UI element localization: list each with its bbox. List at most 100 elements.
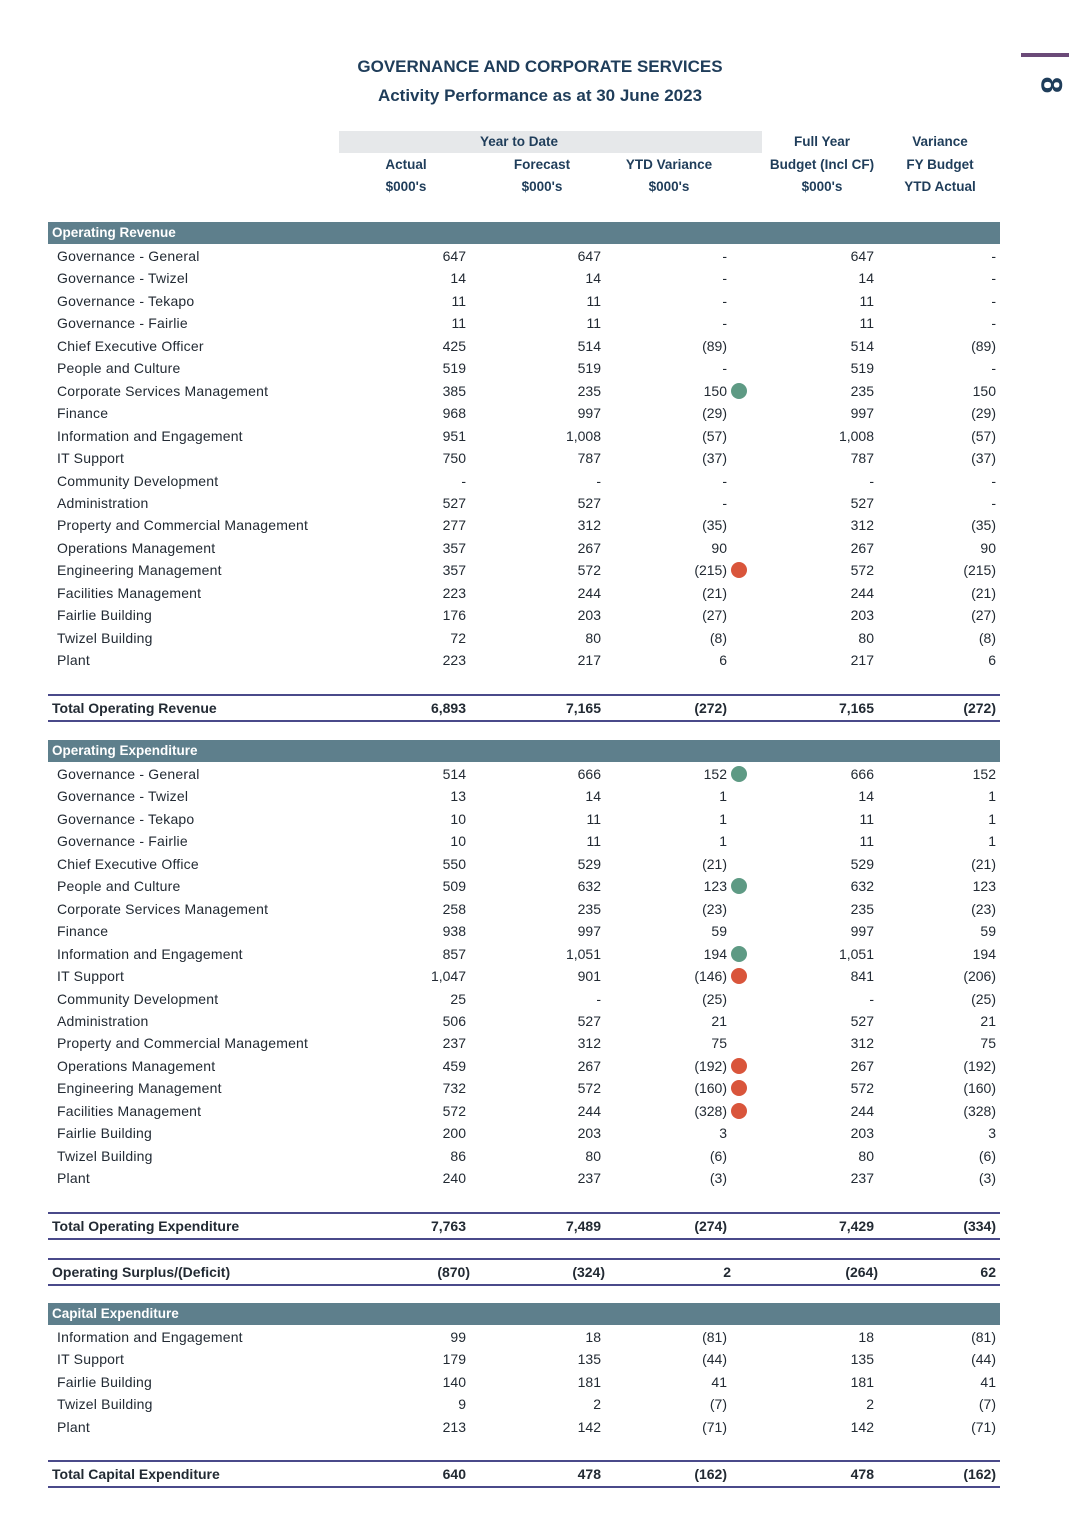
cell-budget: 519 — [850, 360, 874, 377]
cell-budget: 135 — [850, 1351, 874, 1368]
row-label: Plant — [57, 1418, 90, 1435]
row-label: Plant — [57, 1170, 90, 1187]
cell-budget: 235 — [850, 382, 874, 399]
header-forecast: Forecast — [513, 157, 571, 172]
cell-forecast: 997 — [577, 405, 601, 422]
cell-ytd-var: (29) — [702, 405, 727, 422]
table-row: Governance - Fairlie 10 11 1 11 1 — [48, 830, 1000, 852]
cell-variance: (23) — [971, 900, 996, 917]
cell-ytd-var: (3) — [709, 1170, 727, 1187]
cell-variance: 1 — [988, 833, 996, 850]
cell-actual: 968 — [442, 405, 466, 422]
header-full-year: Full Year — [793, 134, 851, 149]
cell-budget: 11 — [859, 315, 874, 332]
cell-forecast: 203 — [577, 607, 601, 624]
cell-budget: 80 — [858, 629, 874, 646]
cell-variance: (21) — [971, 584, 996, 601]
cell-actual: 750 — [442, 450, 466, 467]
total-forecast: 7,165 — [565, 700, 601, 716]
table-row: Governance - Twizel 14 14 - 14 - — [48, 267, 1000, 289]
cell-budget: 203 — [850, 607, 874, 624]
cell-forecast: 235 — [577, 900, 601, 917]
favourable-indicator-icon — [731, 766, 747, 782]
header-ytd-variance: YTD Variance — [625, 157, 713, 172]
cell-ytd-var: - — [722, 248, 727, 264]
favourable-indicator-icon — [731, 878, 747, 895]
cell-actual: 459 — [442, 1057, 466, 1074]
cell-budget: 11 — [859, 833, 874, 850]
cell-actual: 258 — [442, 900, 466, 917]
cell-actual: 11 — [451, 315, 466, 332]
cell-actual: 277 — [442, 517, 466, 534]
table-row: Governance - Fairlie 11 11 - 11 - — [48, 312, 1000, 334]
table-row: Fairlie Building 176 203 (27) 203 (27) — [48, 604, 1000, 626]
row-label: Twizel Building — [57, 629, 153, 646]
total-variance: (334) — [963, 1218, 996, 1234]
cell-ytd-var: 1 — [719, 833, 727, 850]
table-row: Governance - Twizel 13 14 1 14 1 — [48, 785, 1000, 807]
cell-budget: 237 — [850, 1170, 874, 1187]
cell-actual: 647 — [442, 248, 466, 264]
cell-actual: 13 — [450, 788, 466, 805]
total-label: Total Operating Expenditure — [52, 1218, 240, 1234]
unfavourable-indicator-icon — [731, 562, 747, 579]
table-row: Plant 213 142 (71) 142 (71) — [48, 1416, 1000, 1438]
table-row: Corporate Services Management 258 235 (23) 2… — [48, 898, 1000, 920]
cell-variance: (160) — [963, 1080, 996, 1097]
table-row: IT Support 750 787 (37) 787 (37) — [48, 447, 1000, 469]
total-label: Total Operating Revenue — [52, 700, 217, 716]
table-row: IT Support 179 135 (44) 135 (44) — [48, 1348, 1000, 1370]
cell-variance: - — [991, 315, 996, 332]
table-row: Governance - General 514 666 152 666 152 — [48, 763, 1000, 785]
header-units-budget: $000's — [801, 179, 843, 194]
cell-forecast: 18 — [585, 1329, 601, 1345]
total-budget: 478 — [850, 1466, 874, 1482]
cell-variance: (8) — [978, 629, 996, 646]
header-units-forecast: $000's — [521, 179, 563, 194]
cell-ytd-var: (7) — [709, 1396, 727, 1413]
cell-ytd-var: 1 — [719, 788, 727, 805]
cell-ytd-var: 21 — [711, 1012, 727, 1029]
cell-actual: 385 — [442, 382, 466, 399]
cell-forecast: 11 — [586, 292, 601, 309]
cell-actual: 857 — [442, 945, 466, 962]
cell-variance: (37) — [971, 450, 996, 467]
total-row: Total Capital Expenditure 640 478 (162) 478 (… — [48, 1460, 1000, 1488]
row-label: Administration — [57, 494, 149, 511]
cell-actual: 9 — [458, 1396, 466, 1413]
cell-ytd-var: - — [722, 292, 727, 309]
cell-budget: 235 — [850, 900, 874, 917]
table-row: Twizel Building 86 80 (6) 80 (6) — [48, 1145, 1000, 1167]
cell-ytd-var: (23) — [702, 900, 727, 917]
cell-budget: 527 — [850, 494, 874, 511]
surplus-budget: (264) — [845, 1264, 878, 1280]
header-units-actual: $000's — [385, 179, 427, 194]
row-label: Twizel Building — [57, 1396, 153, 1413]
header-variance: Variance — [912, 134, 968, 149]
row-label: Governance - Fairlie — [57, 833, 188, 850]
cell-budget: 997 — [850, 923, 874, 940]
cell-variance: (29) — [971, 405, 996, 422]
cell-forecast: 312 — [577, 517, 601, 534]
cell-budget: 244 — [850, 584, 874, 601]
cell-variance: 1 — [988, 810, 996, 827]
total-variance: (162) — [963, 1466, 996, 1482]
row-label: Governance - Twizel — [57, 788, 189, 805]
table-row: Fairlie Building 200 203 3 203 3 — [48, 1122, 1000, 1144]
total-label: Total Capital Expenditure — [52, 1466, 220, 1482]
cell-variance: (57) — [971, 427, 996, 444]
cell-variance: (328) — [963, 1102, 996, 1119]
row-label: Property and Commercial Management — [57, 1035, 309, 1052]
table-row: Community Development - - - - - — [48, 470, 1000, 492]
surplus-variance: 62 — [980, 1264, 996, 1280]
cell-ytd-var: 75 — [711, 1035, 727, 1052]
cell-forecast: 267 — [577, 1057, 601, 1074]
cell-forecast: 235 — [577, 382, 601, 399]
row-label: Administration — [57, 1012, 149, 1029]
cell-forecast: 519 — [577, 360, 601, 377]
cell-forecast: 312 — [577, 1035, 601, 1052]
unfavourable-indicator-icon — [731, 1057, 747, 1074]
cell-budget: 572 — [850, 1080, 874, 1097]
cell-budget: 2 — [866, 1396, 874, 1413]
row-label: Governance - Tekapo — [57, 810, 195, 827]
